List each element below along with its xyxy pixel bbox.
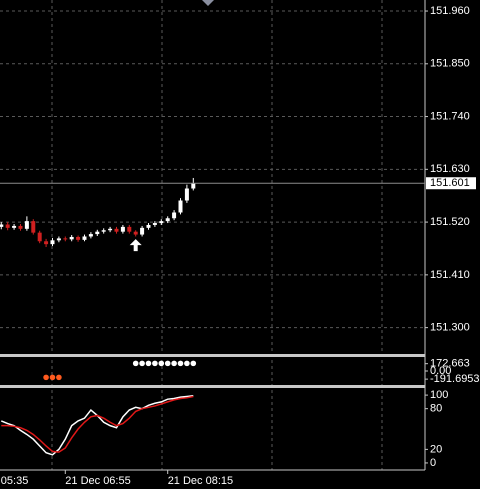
y-tick-label: 151.520: [430, 216, 470, 228]
candle-body: [50, 240, 55, 245]
candle-body: [127, 226, 132, 232]
y-tick-label: 151.410: [430, 269, 470, 281]
candle-body: [159, 221, 164, 224]
candle-body: [18, 225, 23, 229]
last-price-label: 151.601: [430, 177, 470, 189]
candle-body: [140, 227, 145, 235]
signal-dot: [152, 360, 158, 367]
candle-body: [31, 221, 36, 233]
signal-dot: [184, 360, 190, 367]
vertical-grid: [51, 0, 383, 470]
signal-dot: [158, 360, 165, 367]
candle-body: [63, 238, 68, 240]
scroll-marker: [202, 0, 214, 6]
x-tick-label: 21 Dec 08:15: [168, 475, 233, 487]
candle-body: [120, 226, 125, 232]
y-tick-label: 151.740: [430, 110, 470, 122]
candle-body: [69, 236, 74, 240]
candle-body: [172, 212, 177, 219]
candle-body: [191, 183, 196, 189]
signal-dot: [164, 360, 171, 367]
candle-body: [178, 200, 183, 213]
signal-dot: [132, 360, 139, 367]
y-tick-label: 100: [430, 389, 448, 401]
candle-body: [24, 221, 29, 229]
candle-body: [146, 224, 151, 228]
x-tick-label: 21 Dec 05:35: [0, 475, 28, 487]
candle-body: [5, 224, 10, 228]
candle-body: [12, 225, 17, 228]
signal-dot: [56, 374, 62, 381]
y-tick-label: 151.630: [430, 163, 470, 175]
y-tick-label: 0: [430, 457, 436, 469]
signal-dot: [190, 360, 197, 367]
y-tick-label: 172.663: [430, 358, 470, 370]
candle-body: [152, 223, 157, 225]
candle-body: [108, 228, 113, 231]
y-tick-label: 151.850: [430, 58, 470, 70]
candle-body: [114, 228, 119, 232]
signal-dot: [49, 374, 56, 381]
candle-body: [0, 224, 4, 227]
candle-body: [101, 230, 106, 232]
panel-separator: [0, 385, 425, 388]
oscillator-line: [0, 395, 194, 456]
y-tick-label: 151.960: [430, 5, 470, 17]
candle-body: [37, 232, 42, 242]
signal-dot: [171, 360, 177, 367]
candle-body: [184, 188, 189, 201]
candle-body: [56, 238, 61, 241]
candle-body: [88, 234, 93, 237]
candle-body: [82, 236, 87, 240]
candle-body: [76, 236, 81, 240]
signal-dot: [43, 374, 49, 381]
signal-arrow: [129, 239, 142, 252]
signal-dot: [145, 360, 152, 367]
y-tick-label: 0.00: [430, 365, 451, 377]
oscillator-line: [1, 395, 194, 453]
x-tick-label: 21 Dec 06:55: [65, 475, 130, 487]
y-tick-label: -191.6953: [430, 373, 480, 385]
candle-body: [95, 231, 100, 235]
candle-body: [44, 241, 49, 245]
y-tick-label: 151.300: [430, 322, 470, 334]
candle-body: [165, 218, 170, 222]
candle-body: [133, 231, 138, 235]
signal-dot: [139, 360, 145, 367]
y-tick-label: 20: [430, 443, 442, 455]
signal-dot: [177, 360, 184, 367]
y-tick-label: 80: [430, 403, 442, 415]
last-price-box: [426, 177, 476, 190]
panel-separator: [0, 354, 425, 357]
